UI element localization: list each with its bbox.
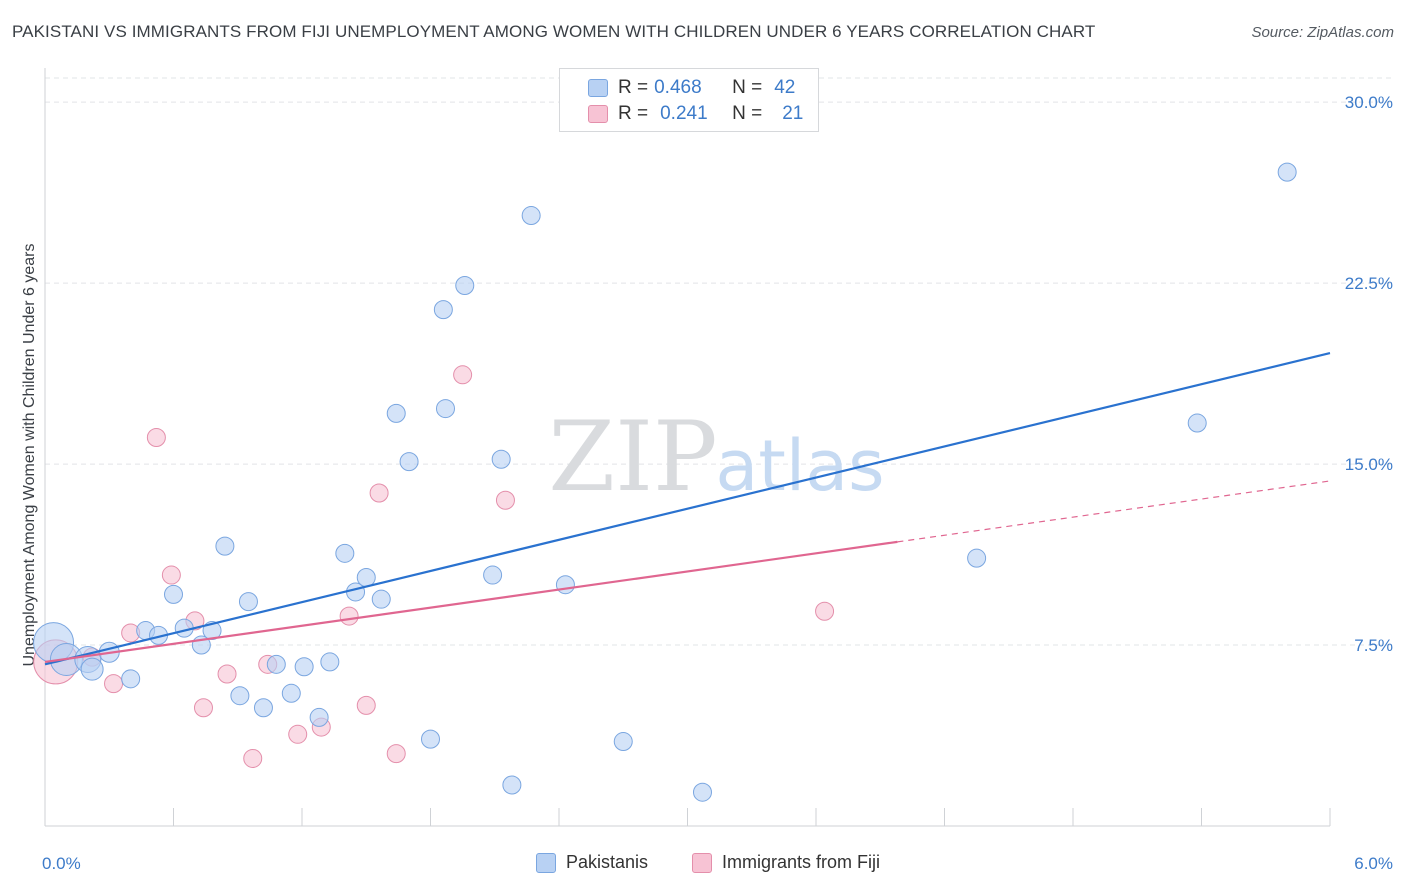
watermark-atlas: atlas [715,425,884,507]
chart-title: PAKISTANI VS IMMIGRANTS FROM FIJI UNEMPL… [12,22,1096,41]
fiji-swatch [588,105,608,123]
fiji-point [288,724,308,744]
pakistanis-point [399,452,419,472]
pakistanis-point [230,686,250,706]
legend-r-label: R = [618,77,649,98]
fiji-point [453,365,473,385]
pakistanis-point [320,652,340,672]
legend-item-pakistanis[interactable]: Pakistanis [536,852,648,873]
fiji-point [193,698,213,718]
pakistanis-point [386,403,406,423]
legend-n-value: 21 [782,103,804,124]
pakistanis-swatch [536,852,556,873]
y-tick-label: 7.5% [1354,636,1393,655]
pakistanis-point [80,657,104,681]
legend-r-value: 0.241 [660,103,708,124]
pakistanis-point [483,565,503,585]
pakistanis-point [1277,162,1297,182]
y-tick-label: 22.5% [1345,274,1393,293]
trend-line-solid-1 [44,540,898,664]
fiji-point [369,483,389,503]
legend-r-value: 0.468 [654,77,702,98]
pakistanis-point [521,206,541,226]
pakistanis-point [692,782,712,802]
legend-row-fiji: R = 0.241 N = 21 [588,103,803,125]
pakistanis-point [421,729,440,749]
pakistanis-point [309,707,329,727]
y-tick-label: 15.0% [1345,455,1393,474]
pakistanis-point [433,300,453,320]
pakistanis-point [356,567,376,587]
pakistanis-point [435,399,455,419]
trend-line-0 [44,352,1331,666]
legend-n-value: 42 [774,77,796,98]
pakistanis-point [555,575,575,595]
legend-n-label: N = [732,103,763,124]
x-tick-label: 0.0% [42,854,81,873]
pakistanis-point [121,669,141,689]
fiji-point [104,674,124,694]
pakistanis-point [266,654,286,674]
pakistanis-point [371,589,391,609]
pakistanis-point [164,584,183,604]
legend-label: Immigrants from Fiji [722,852,881,872]
legend-r-label: R = [618,103,649,124]
legend-label: Pakistanis [566,852,649,872]
trend-line-dashed-1 [897,480,1331,543]
series-pakistanis-points [33,162,1297,802]
pakistanis-point [491,449,511,469]
source-label: Source: ZipAtlas.com [1251,24,1394,41]
grid-lines [45,77,1392,646]
axes [44,68,1331,827]
pakistanis-point [502,775,522,795]
fiji-point [339,606,359,626]
pakistanis-point [253,698,273,718]
fiji-point [217,664,237,684]
fiji-point [386,744,406,764]
series-legend: Pakistanis Immigrants from Fiji [0,852,1406,878]
watermark: ZIP atlas [548,401,884,513]
y-tick-label: 30.0% [1345,93,1393,112]
pakistanis-point [335,543,355,563]
fiji-point [356,695,376,715]
pakistanis-point [215,536,235,556]
fiji-point [161,565,181,585]
correlation-legend: R = 0.468 N = 42 R = 0.241 N = 21 [559,68,819,132]
pakistanis-point [238,592,258,612]
pakistanis-point [294,657,314,677]
legend-n-label: N = [732,77,763,98]
pakistanis-swatch [588,79,608,97]
pakistanis-point [613,732,633,752]
fiji-point [815,601,835,621]
watermark-zip: ZIP [548,401,717,513]
pakistanis-point [281,683,301,703]
pakistanis-point [1187,413,1207,433]
pakistanis-point [967,548,987,568]
legend-item-fiji[interactable]: Immigrants from Fiji [692,852,880,873]
fiji-point [495,490,515,510]
legend-row-pakistanis: R = 0.468 N = 42 [588,77,795,99]
trend-lines [44,352,1331,666]
pakistanis-point [455,276,475,296]
fiji-swatch [692,852,712,873]
x-tick-label: 6.0% [1354,854,1393,873]
tick-labels: 7.5% 15.0% 22.5% 30.0% 0.0% 6.0% [42,93,1393,873]
fiji-point [146,428,166,448]
fiji-point [243,748,263,768]
